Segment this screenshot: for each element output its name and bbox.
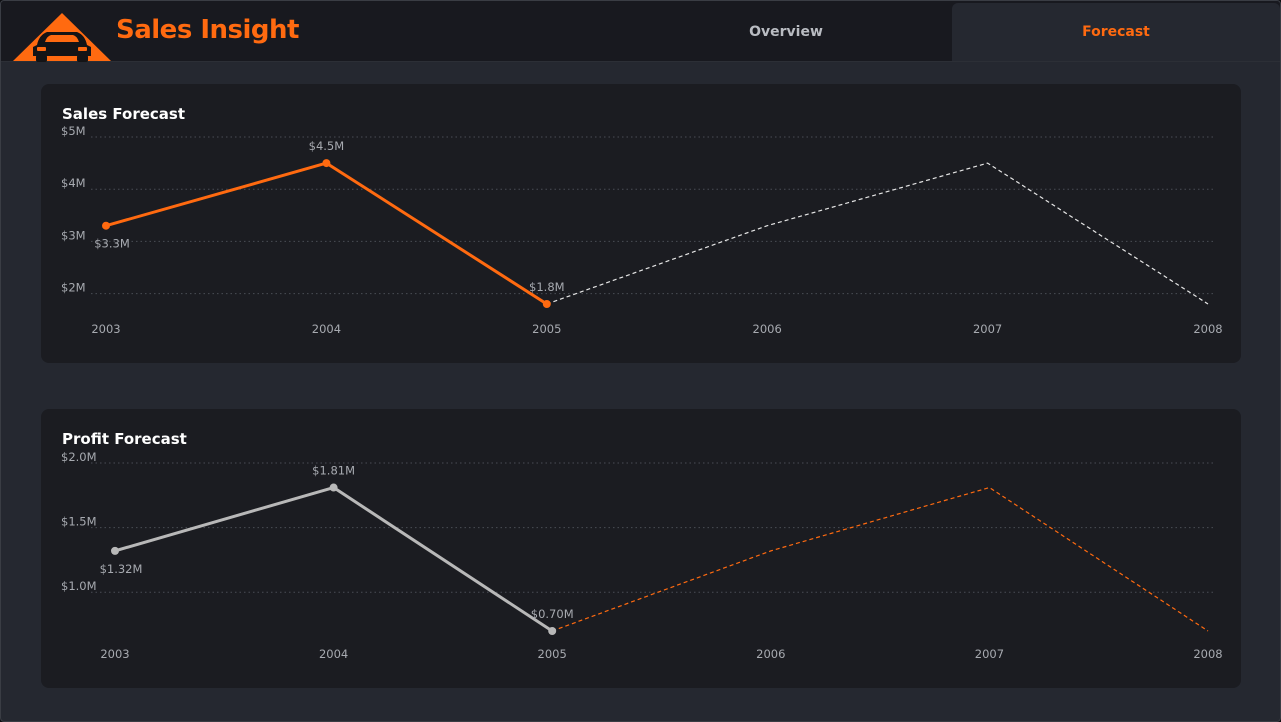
sales-forecast-chart[interactable]: $2M $3M $4M $5M 2003 2004 2005 2006 2007 2008 $3.3…: [41, 84, 1241, 363]
x-tick-label: 2004: [319, 647, 348, 661]
x-tick-label: 2008: [1193, 647, 1222, 661]
sales-forecast-card: Sales Forecast $2M $3M $4M $5M 2003 2004 2005 2…: [41, 84, 1241, 363]
data-point: [322, 159, 331, 168]
data-label: $1.8M: [529, 280, 565, 294]
profit-forecast-card: Profit Forecast $1.0M $1.5M $2.0M 2003 2004 2…: [41, 409, 1241, 688]
app-title: Sales Insight: [116, 15, 299, 45]
sales-forecast-title: Sales Forecast: [62, 105, 186, 123]
data-label: $0.70M: [531, 607, 574, 621]
y-tick-label: $1.0M: [61, 579, 97, 593]
x-tick-label: 2007: [973, 322, 1002, 336]
x-tick-label: 2003: [91, 322, 120, 336]
profit-forecast-title: Profit Forecast: [62, 430, 187, 448]
x-tick-label: 2003: [100, 647, 129, 661]
actual-line: [105, 161, 548, 306]
x-tick-label: 2006: [756, 647, 785, 661]
y-tick-label: $3M: [61, 228, 86, 242]
data-label: $3.3M: [94, 237, 130, 251]
data-point: [542, 300, 551, 308]
actual-line: [114, 486, 554, 633]
data-point: [111, 546, 119, 555]
x-tick-label: 2008: [1193, 322, 1222, 336]
tab-forecast[interactable]: Forecast: [952, 3, 1280, 61]
data-point: [102, 221, 110, 230]
tab-overview[interactable]: Overview: [749, 24, 823, 40]
data-label: $1.81M: [312, 464, 355, 478]
data-point: [548, 627, 557, 635]
data-label: $4.5M: [309, 139, 345, 153]
y-tick-label: $1.5M: [61, 515, 97, 529]
header-bar: Sales Insight Overview Forecast: [1, 1, 1280, 62]
x-tick-label: 2004: [312, 322, 341, 336]
y-tick-label: $2M: [61, 281, 86, 295]
forecast-line: [546, 162, 1209, 305]
x-tick-label: 2006: [753, 322, 782, 336]
x-tick-label: 2007: [975, 647, 1004, 661]
data-point: [329, 483, 338, 492]
forecast-line: [551, 486, 1209, 632]
y-tick-label: $5M: [61, 124, 86, 138]
y-tick-label: $2.0M: [61, 450, 97, 464]
x-tick-label: 2005: [532, 322, 561, 336]
car-warning-icon: [13, 13, 111, 62]
data-label: $1.32M: [100, 562, 143, 576]
x-tick-label: 2005: [538, 647, 567, 661]
y-tick-label: $4M: [61, 176, 86, 190]
profit-forecast-chart[interactable]: $1.0M $1.5M $2.0M 2003 2004 2005 2006 2007 2008 $…: [41, 409, 1241, 688]
